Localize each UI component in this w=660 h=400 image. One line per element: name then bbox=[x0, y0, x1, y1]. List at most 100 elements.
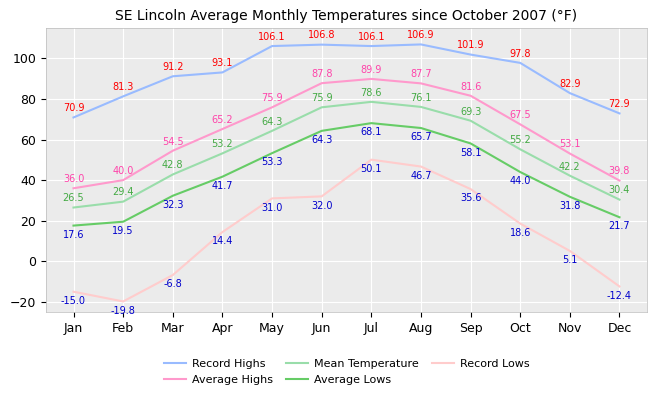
Record Highs bbox=[218, 70, 226, 75]
Text: 87.7: 87.7 bbox=[410, 69, 432, 79]
Text: 58.1: 58.1 bbox=[460, 148, 481, 158]
Text: 106.1: 106.1 bbox=[358, 32, 385, 42]
Text: 54.5: 54.5 bbox=[162, 136, 183, 146]
Text: 26.5: 26.5 bbox=[63, 193, 84, 203]
Legend: Record Highs, Average Highs, Mean Temperature, Average Lows, Record Lows: Record Highs, Average Highs, Mean Temper… bbox=[159, 354, 534, 389]
Record Highs bbox=[69, 115, 77, 120]
Text: 78.6: 78.6 bbox=[360, 88, 382, 98]
Average Highs bbox=[218, 127, 226, 132]
Record Lows bbox=[467, 187, 475, 192]
Mean Temperature bbox=[566, 173, 574, 178]
Average Highs bbox=[417, 81, 425, 86]
Average Lows bbox=[368, 121, 376, 126]
Text: 42.2: 42.2 bbox=[559, 162, 581, 172]
Text: 70.9: 70.9 bbox=[63, 103, 84, 113]
Text: 46.7: 46.7 bbox=[411, 171, 432, 181]
Text: 32.0: 32.0 bbox=[311, 200, 333, 210]
Average Highs bbox=[616, 178, 624, 183]
Text: 65.7: 65.7 bbox=[410, 132, 432, 142]
Text: 40.0: 40.0 bbox=[112, 166, 134, 176]
Average Lows bbox=[218, 174, 226, 179]
Average Lows bbox=[268, 151, 276, 156]
Text: 68.1: 68.1 bbox=[360, 127, 382, 137]
Text: 18.6: 18.6 bbox=[510, 228, 531, 238]
Line: Record Highs: Record Highs bbox=[73, 44, 620, 118]
Text: 76.1: 76.1 bbox=[411, 93, 432, 103]
Average Highs bbox=[169, 148, 177, 153]
Text: -12.4: -12.4 bbox=[607, 291, 632, 301]
Average Lows bbox=[566, 194, 574, 199]
Mean Temperature bbox=[218, 151, 226, 156]
Mean Temperature bbox=[616, 197, 624, 202]
Record Lows bbox=[218, 230, 226, 234]
Mean Temperature bbox=[69, 205, 77, 210]
Average Lows bbox=[169, 193, 177, 198]
Text: 53.2: 53.2 bbox=[212, 139, 233, 149]
Title: SE Lincoln Average Monthly Temperatures since October 2007 (°F): SE Lincoln Average Monthly Temperatures … bbox=[115, 9, 577, 23]
Line: Record Lows: Record Lows bbox=[73, 160, 620, 302]
Text: 31.0: 31.0 bbox=[261, 202, 282, 212]
Average Lows bbox=[317, 128, 325, 133]
Record Lows bbox=[69, 289, 77, 294]
Text: 35.6: 35.6 bbox=[460, 193, 481, 203]
Mean Temperature bbox=[169, 172, 177, 177]
Record Highs bbox=[368, 44, 376, 48]
Text: 19.5: 19.5 bbox=[112, 226, 134, 236]
Text: 32.3: 32.3 bbox=[162, 200, 183, 210]
Average Highs bbox=[516, 122, 524, 127]
Line: Mean Temperature: Mean Temperature bbox=[73, 102, 620, 208]
Record Lows bbox=[516, 221, 524, 226]
Average Lows bbox=[119, 219, 127, 224]
Text: -15.0: -15.0 bbox=[61, 296, 86, 306]
Text: 29.4: 29.4 bbox=[112, 188, 134, 198]
Text: 67.5: 67.5 bbox=[510, 110, 531, 120]
Line: Average Lows: Average Lows bbox=[73, 123, 620, 226]
Average Highs bbox=[268, 105, 276, 110]
Mean Temperature bbox=[516, 147, 524, 152]
Text: 106.1: 106.1 bbox=[258, 32, 286, 42]
Record Highs bbox=[119, 94, 127, 99]
Record Lows bbox=[317, 194, 325, 199]
Mean Temperature bbox=[467, 118, 475, 123]
Text: 44.0: 44.0 bbox=[510, 176, 531, 186]
Record Lows bbox=[566, 248, 574, 253]
Mean Temperature bbox=[268, 128, 276, 133]
Text: 31.8: 31.8 bbox=[559, 201, 581, 211]
Mean Temperature bbox=[317, 105, 325, 110]
Average Lows bbox=[467, 141, 475, 146]
Text: -6.8: -6.8 bbox=[164, 279, 182, 289]
Average Lows bbox=[69, 223, 77, 228]
Text: 81.6: 81.6 bbox=[460, 82, 481, 92]
Record Lows bbox=[616, 284, 624, 289]
Average Highs bbox=[317, 81, 325, 86]
Record Lows bbox=[268, 196, 276, 201]
Text: 14.4: 14.4 bbox=[212, 236, 233, 246]
Average Lows bbox=[516, 170, 524, 174]
Record Highs bbox=[268, 44, 276, 48]
Mean Temperature bbox=[119, 199, 127, 204]
Text: 64.3: 64.3 bbox=[311, 135, 333, 145]
Text: 82.9: 82.9 bbox=[559, 79, 581, 89]
Text: 21.7: 21.7 bbox=[609, 222, 630, 232]
Record Lows bbox=[169, 273, 177, 278]
Average Highs bbox=[467, 93, 475, 98]
Text: 55.2: 55.2 bbox=[510, 135, 531, 145]
Record Highs bbox=[467, 52, 475, 57]
Text: 5.1: 5.1 bbox=[562, 255, 578, 265]
Text: 17.6: 17.6 bbox=[63, 230, 84, 240]
Text: 64.3: 64.3 bbox=[261, 117, 282, 127]
Text: 41.7: 41.7 bbox=[212, 181, 233, 191]
Average Lows bbox=[616, 215, 624, 220]
Average Highs bbox=[119, 178, 127, 182]
Text: 36.0: 36.0 bbox=[63, 174, 84, 184]
Text: 50.1: 50.1 bbox=[360, 164, 382, 174]
Text: -19.8: -19.8 bbox=[111, 306, 135, 316]
Record Highs bbox=[566, 91, 574, 96]
Text: 65.2: 65.2 bbox=[212, 115, 233, 125]
Record Highs bbox=[317, 42, 325, 47]
Record Highs bbox=[616, 111, 624, 116]
Text: 69.3: 69.3 bbox=[460, 106, 481, 116]
Record Lows bbox=[417, 164, 425, 169]
Text: 75.9: 75.9 bbox=[261, 93, 283, 103]
Text: 106.9: 106.9 bbox=[407, 30, 435, 40]
